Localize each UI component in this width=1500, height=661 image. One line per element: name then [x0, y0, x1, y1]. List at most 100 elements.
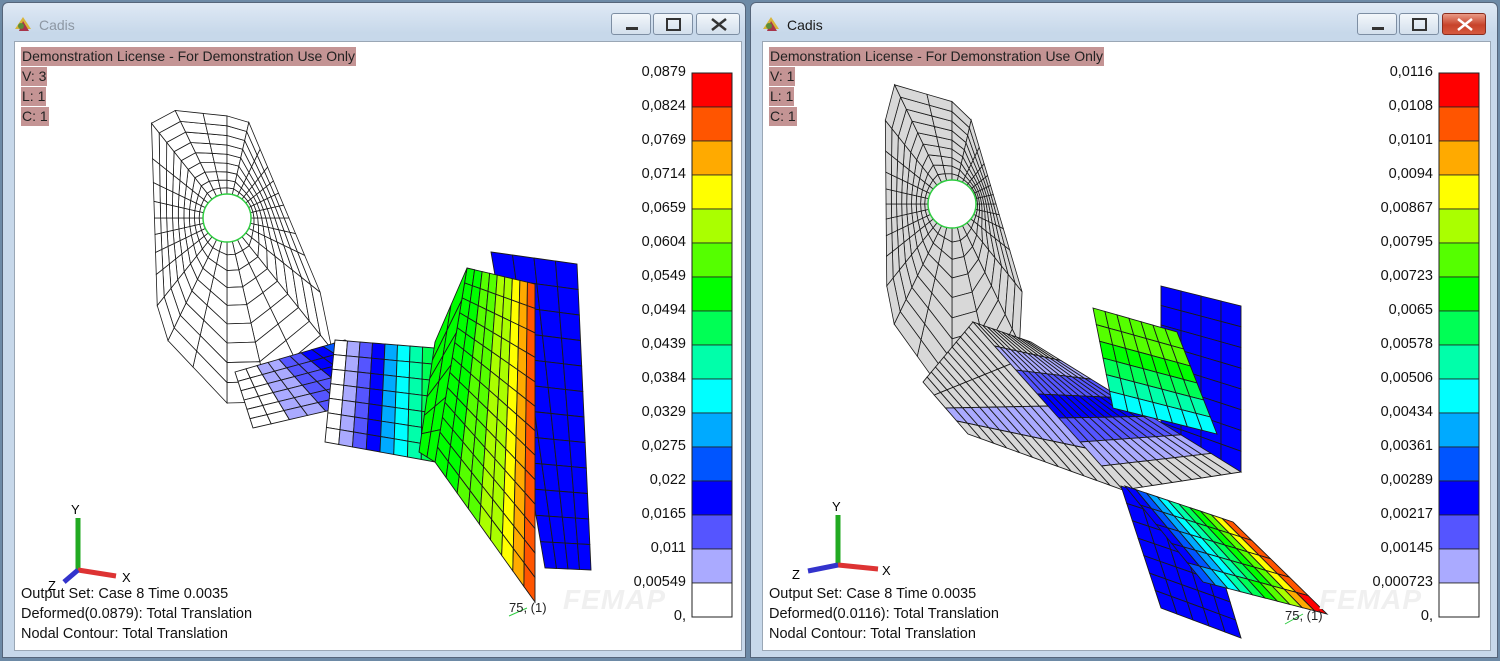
mesh-element	[154, 217, 162, 235]
mesh-element	[209, 143, 228, 155]
mesh-element	[325, 412, 342, 431]
legend-value: 0,	[1420, 608, 1433, 624]
legend-value: 0,	[673, 608, 686, 624]
mesh-element	[407, 408, 423, 428]
legend-swatch	[691, 72, 733, 108]
window-title: Cadis	[39, 17, 75, 33]
window-title: Cadis	[787, 17, 823, 33]
maximize-button[interactable]	[1399, 13, 1439, 35]
legend-swatch	[691, 106, 733, 142]
color-indicator: C: 1	[769, 107, 797, 126]
mesh-element	[383, 358, 398, 377]
mesh-element	[890, 189, 898, 205]
mesh-element	[526, 304, 536, 334]
minimize-icon	[626, 27, 638, 30]
legend-value: 0,0116	[1389, 64, 1433, 80]
model-viewport[interactable]: Y X Z Demonstration License - For Demons…	[14, 41, 742, 651]
femap-watermark: FEMAP	[563, 584, 666, 615]
layer-indicator: L: 1	[769, 87, 795, 106]
legend-swatch	[691, 412, 733, 448]
license-banner: Demonstration License - For Demonstratio…	[769, 47, 1105, 66]
legend-value: 0,00434	[1380, 404, 1433, 420]
legend-swatch	[1438, 378, 1480, 414]
mesh-element	[896, 203, 903, 218]
view-indicator: V: 3	[21, 67, 48, 86]
legend-swatch	[1438, 480, 1480, 516]
legend-value: 0,0824	[641, 98, 686, 114]
close-button[interactable]	[696, 13, 740, 35]
model-viewport[interactable]: Y X Z Demonstration License - For Demons…	[762, 41, 1491, 651]
minimize-button[interactable]	[611, 13, 651, 35]
cadis-app-icon	[763, 17, 779, 31]
mesh-element	[183, 217, 191, 229]
close-button[interactable]	[1442, 13, 1486, 35]
legend-value: 0,0494	[641, 302, 686, 318]
legend-swatch	[691, 446, 733, 482]
mesh-element	[380, 420, 396, 440]
mesh-element	[1218, 613, 1242, 639]
legend-swatch	[1438, 140, 1480, 176]
output-set-text: Output Set: Case 8 Time 0.0035	[21, 586, 229, 602]
legend-value: 0,00549	[633, 574, 686, 590]
mesh-element	[217, 179, 228, 189]
mesh-element	[160, 217, 168, 234]
close-icon	[1457, 18, 1473, 31]
mesh-element	[356, 371, 372, 390]
node-label: 75, (1)	[509, 600, 547, 615]
mesh-element	[911, 203, 918, 214]
mesh-element	[510, 299, 520, 326]
mesh-element	[575, 517, 591, 545]
mesh-element	[380, 405, 396, 424]
contour-text: Nodal Contour: Total Translation	[769, 626, 976, 642]
legend-swatch	[691, 378, 733, 414]
legend-value: 0,0165	[641, 506, 686, 522]
fea-mesh-plot[interactable]: Y X Z	[763, 42, 1490, 650]
mesh-element	[383, 343, 398, 362]
z-axis-label: Z	[48, 578, 56, 593]
mesh-flap-part	[1092, 307, 1218, 435]
legend-value: 0,011	[650, 540, 686, 556]
mesh-element	[567, 414, 586, 443]
mesh-element	[352, 431, 368, 451]
mesh-element	[159, 202, 168, 219]
color-indicator: C: 1	[21, 107, 49, 126]
mesh-element	[211, 152, 228, 164]
minimize-button[interactable]	[1357, 13, 1397, 35]
maximize-button[interactable]	[653, 13, 693, 35]
close-icon	[711, 18, 727, 31]
legend-swatch	[691, 208, 733, 244]
title-bar[interactable]: Cadis	[3, 3, 745, 41]
mesh-element	[408, 377, 423, 396]
y-axis-label: Y	[71, 502, 80, 517]
mesh-upper-part	[884, 83, 1243, 491]
mesh-element	[523, 561, 536, 604]
maximize-icon	[1412, 18, 1427, 31]
layer-indicator: L: 1	[21, 87, 47, 106]
x-axis-label: X	[122, 570, 131, 585]
view-indicator: V: 1	[769, 67, 796, 86]
mesh-element	[382, 374, 397, 393]
mesh-lower-plate	[1120, 485, 1329, 639]
legend-value: 0,0439	[641, 336, 686, 352]
legend-value: 0,0604	[641, 234, 686, 250]
mesh-element	[885, 203, 892, 220]
mesh-element	[558, 490, 576, 519]
fea-mesh-plot[interactable]: Y X Z	[15, 42, 741, 650]
cadis-window-left[interactable]: Cadis Y X Z	[2, 2, 746, 658]
legend-swatch	[691, 140, 733, 176]
legend-swatch	[1438, 582, 1480, 618]
mesh-element	[911, 194, 917, 205]
mesh-element	[541, 335, 564, 365]
legend-value: 0,022	[649, 472, 686, 488]
legend-swatch	[1438, 310, 1480, 346]
mesh-element	[536, 283, 560, 313]
title-bar[interactable]: Cadis	[751, 3, 1497, 41]
mesh-element	[563, 363, 584, 393]
mesh-element	[1200, 452, 1243, 474]
mesh-element	[990, 194, 997, 205]
mesh-element	[172, 217, 180, 231]
cadis-window-right[interactable]: Cadis Y X Z Demonstration Li	[750, 2, 1498, 658]
mesh-element	[153, 200, 162, 219]
legend-value: 0,000723	[1372, 574, 1433, 590]
mesh-element	[896, 190, 903, 205]
